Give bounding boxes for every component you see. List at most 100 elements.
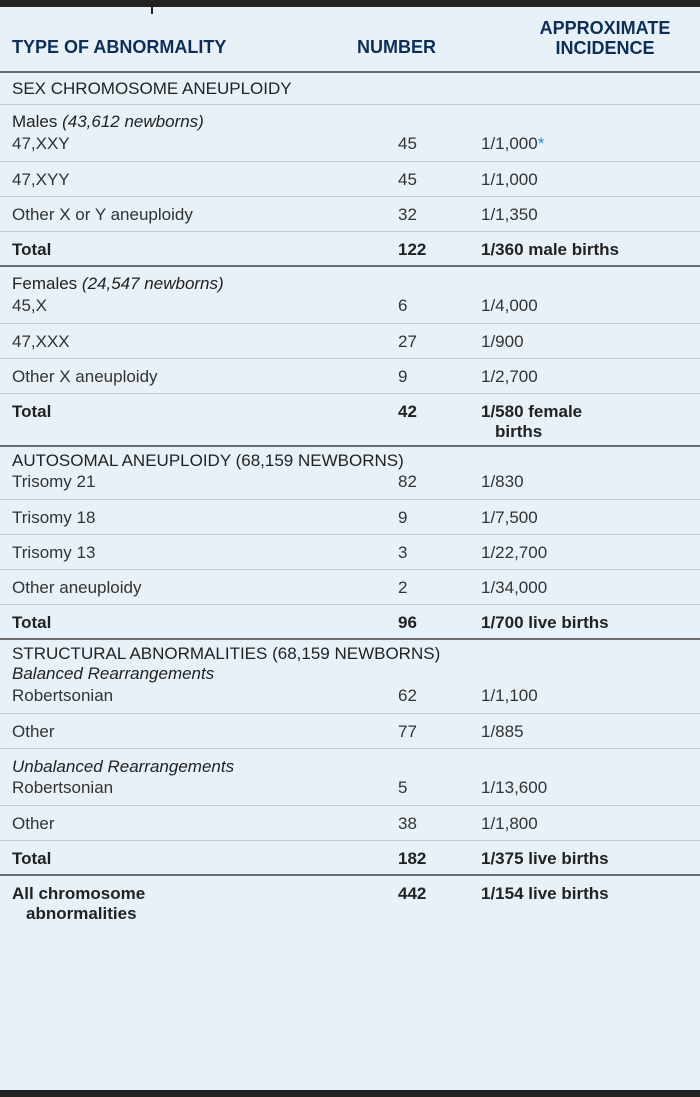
header-incidence: APPROXIMATE INCIDENCE (520, 18, 690, 58)
row-incidence: 1/4,000 (481, 296, 538, 315)
row-incidence: 1/900 (481, 332, 524, 351)
row-type: Robertsonian (12, 686, 114, 705)
footnote-asterisk: * (537, 134, 545, 153)
row-type: 47,XYY (12, 170, 70, 189)
row-number: 45 (398, 134, 417, 153)
header-number: NUMBER (357, 37, 436, 57)
total-row: Total 42 1/580 female births (0, 394, 700, 447)
table-header: TYPE OF ABNORMALITY NUMBER APPROXIMATE I… (0, 7, 700, 73)
row-type: Trisomy 18 (12, 508, 96, 527)
row-incidence: 1/22,700 (481, 543, 548, 562)
row-incidence: 1/2,700 (481, 367, 538, 386)
top-rule-tick (151, 0, 153, 14)
row-number: 6 (398, 296, 408, 315)
row-number: 62 (398, 686, 417, 705)
row-number: 3 (398, 543, 408, 562)
incidence-value: 1/1,000 (481, 134, 538, 153)
row-incidence: 1/154 live births (481, 884, 609, 903)
row-incidence: 1/1,350 (481, 205, 538, 224)
row-type: Robertsonian (12, 778, 114, 797)
row-incidence: 1/375 live births (481, 849, 609, 868)
table-row: Trisomy 13 3 1/22,700 (0, 535, 700, 570)
row-number: 2 (398, 578, 408, 597)
row-type: Other (12, 722, 55, 741)
row-number: 42 (398, 402, 417, 421)
males-label: Males (12, 112, 58, 131)
row-type: Other X or Y aneuploidy (12, 205, 193, 224)
header-incidence-line2: INCIDENCE (555, 38, 655, 58)
table-row: AUTOSOMAL ANEUPLOIDY (68,159 NEWBORNS) T… (0, 447, 700, 500)
table-row: Males (43,612 newborns) 47,XXY 45 1/1,00… (0, 105, 700, 162)
row-type: 47,XXX (12, 332, 70, 351)
subgroup-label: Females (24,547 newborns) (12, 274, 224, 294)
total-row: Total 96 1/700 live births (0, 605, 700, 640)
row-incidence: 1/1,100 (481, 686, 538, 705)
subgroup-label: Balanced Rearrangements (12, 664, 215, 683)
females-label: Females (12, 274, 78, 293)
row-number: 9 (398, 367, 408, 386)
row-type: Trisomy 13 (12, 543, 96, 562)
total-row: Total 182 1/375 live births (0, 841, 700, 876)
row-incidence: 1/885 (481, 722, 524, 741)
row-incidence: 1/1,000 (481, 170, 538, 189)
row-incidence: 1/580 female births (481, 402, 582, 442)
table-row: 47,XYY 45 1/1,000 (0, 162, 700, 197)
row-number: 32 (398, 205, 417, 224)
row-type: All chromosome abnormalities (12, 884, 145, 924)
males-note: (43,612 newborns) (62, 112, 204, 131)
subgroup-label: Unbalanced Rearrangements (12, 757, 235, 776)
row-type: Trisomy 21 (12, 472, 96, 491)
table-row: Other aneuploidy 2 1/34,000 (0, 570, 700, 605)
table-row: Other X aneuploidy 9 1/2,700 (0, 359, 700, 394)
grand-total-row: All chromosome abnormalities 442 1/154 l… (0, 876, 700, 933)
subgroup-label: Males (43,612 newborns) (12, 112, 204, 132)
section-title: STRUCTURAL ABNORMALITIES (68,159 NEWBORN… (12, 644, 441, 663)
header-type: TYPE OF ABNORMALITY (12, 37, 227, 57)
section-title: AUTOSOMAL ANEUPLOIDY (68,159 NEWBORNS) (12, 451, 404, 470)
row-number: 77 (398, 722, 417, 741)
table-row: Unbalanced Rearrangements Robertsonian 5… (0, 749, 700, 806)
table-row: Other 38 1/1,800 (0, 806, 700, 841)
row-incidence: 1/360 male births (481, 240, 619, 259)
table-body: SEX CHROMOSOME ANEUPLOIDY Males (43,612 … (0, 73, 700, 933)
row-incidence: 1/7,500 (481, 508, 538, 527)
table-row: STRUCTURAL ABNORMALITIES (68,159 NEWBORN… (0, 640, 700, 714)
section-title: SEX CHROMOSOME ANEUPLOIDY (12, 79, 292, 98)
table-row: Trisomy 18 9 1/7,500 (0, 500, 700, 535)
row-incidence: 1/1,800 (481, 814, 538, 833)
row-number: 122 (398, 240, 427, 259)
table-row: Females (24,547 newborns) 45,X 6 1/4,000 (0, 267, 700, 324)
row-type: Total (12, 402, 52, 421)
incidence-line1: 1/580 female (481, 402, 583, 421)
row-incidence: 1/1,000* (481, 134, 544, 154)
header-incidence-line1: APPROXIMATE (539, 18, 671, 38)
table-row: Other 77 1/885 (0, 714, 700, 749)
row-number: 38 (398, 814, 417, 833)
top-rule (0, 0, 700, 14)
row-number: 9 (398, 508, 408, 527)
row-incidence: 1/700 live births (481, 613, 609, 632)
table-row: Other X or Y aneuploidy 32 1/1,350 (0, 197, 700, 232)
all-line1: All chromosome (12, 884, 146, 903)
row-type: Other X aneuploidy (12, 367, 158, 386)
row-number: 45 (398, 170, 417, 189)
row-incidence: 1/13,600 (481, 778, 548, 797)
row-incidence: 1/34,000 (481, 578, 548, 597)
row-number: 5 (398, 778, 408, 797)
incidence-line2: births (495, 422, 543, 441)
bottom-rule (0, 1090, 700, 1097)
row-type: Other (12, 814, 55, 833)
all-line2: abnormalities (26, 904, 137, 923)
row-type: 45,X (12, 296, 47, 315)
row-number: 96 (398, 613, 417, 632)
row-number: 27 (398, 332, 417, 351)
row-number: 182 (398, 849, 427, 868)
total-row: Total 122 1/360 male births (0, 232, 700, 267)
table-row: 47,XXX 27 1/900 (0, 324, 700, 359)
row-type: 47,XXY (12, 134, 70, 153)
row-number: 82 (398, 472, 417, 491)
row-number: 442 (398, 884, 427, 903)
row-type: Total (12, 849, 52, 868)
row-type: Other aneuploidy (12, 578, 142, 597)
females-note: (24,547 newborns) (81, 274, 224, 293)
